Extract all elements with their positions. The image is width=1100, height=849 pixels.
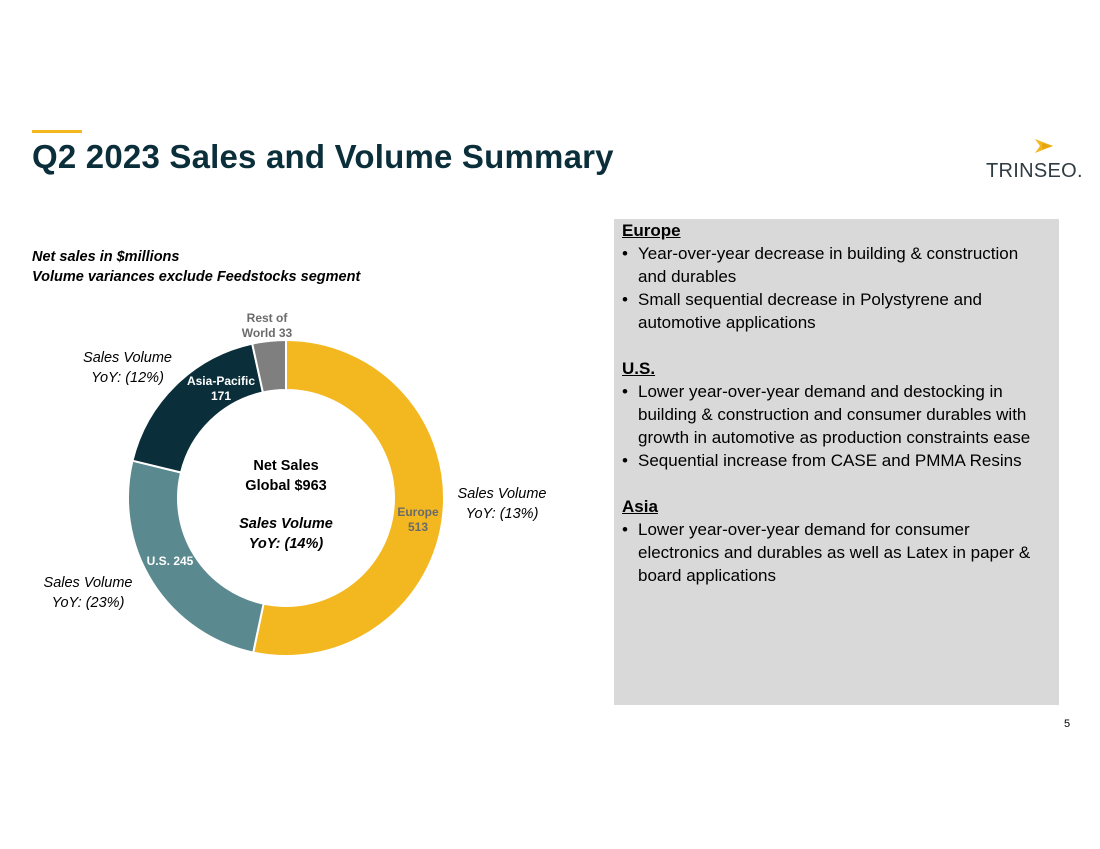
slice-data-label: U.S. 245: [147, 554, 194, 568]
bullet-item: Small sequential decrease in Polystyrene…: [622, 288, 1051, 334]
region-us: U.S. Lower year-over-year demand and des…: [622, 357, 1051, 472]
region-europe: Europe Year-over-year decrease in buildi…: [622, 219, 1051, 334]
region-heading-asia: Asia: [622, 497, 658, 516]
bullet-item: Lower year-over-year demand and destocki…: [622, 380, 1051, 449]
regional-commentary-panel: Europe Year-over-year decrease in buildi…: [614, 219, 1059, 705]
center-label-volume: Sales Volume: [239, 516, 333, 532]
yoy-annotation-asia-pacific: Sales Volume YoY: (12%): [83, 350, 172, 386]
yoy-annotation-us: Sales Volume YoY: (23%): [43, 575, 133, 611]
bullet-item: Sequential increase from CASE and PMMA R…: [622, 449, 1051, 472]
donut-slice-u-s: [127, 459, 265, 654]
logo-text: TRINSEO.: [986, 160, 1083, 182]
bullet-list-asia: Lower year-over-year demand for consumer…: [622, 518, 1051, 587]
slice-data-label: 513: [408, 520, 428, 534]
yoy-annotation-europe: Sales Volume YoY: (13%): [457, 486, 547, 522]
slice-data-label: 171: [211, 389, 231, 403]
slice-data-label: World 33: [242, 326, 293, 340]
slice-data-label: Europe: [397, 505, 439, 519]
donut-slice-europe: [252, 338, 445, 657]
region-heading-us: U.S.: [622, 359, 656, 378]
page-number: 5: [1064, 718, 1071, 730]
bullet-item: Year-over-year decrease in building & co…: [622, 242, 1051, 288]
bullet-list-europe: Year-over-year decrease in building & co…: [622, 242, 1051, 334]
subtitle-line-1: Net sales in $millions: [32, 249, 180, 265]
bullet-list-us: Lower year-over-year demand and destocki…: [622, 380, 1051, 472]
donut-slices: [127, 338, 445, 657]
center-label-volume-yoy: YoY: (14%): [249, 536, 324, 552]
bullet-item: Lower year-over-year demand for consumer…: [622, 518, 1051, 587]
region-heading-europe: Europe: [622, 221, 681, 240]
title-accent-line: [32, 130, 82, 133]
chart-subtitle: Net sales in $millions Volume variances …: [32, 247, 360, 287]
trinseo-logo: TRINSEO.: [984, 136, 1084, 186]
center-label-global-total: Global $963: [245, 478, 326, 494]
region-asia: Asia Lower year-over-year demand for con…: [622, 495, 1051, 587]
subtitle-line-2: Volume variances exclude Feedstocks segm…: [32, 269, 361, 285]
slice-data-label: Rest of: [247, 311, 289, 325]
donut-slice-rest-of-world: [251, 338, 287, 394]
slice-data-label: Asia-Pacific: [187, 374, 255, 388]
center-label-net-sales: Net Sales: [253, 458, 318, 474]
page-title: Q2 2023 Sales and Volume Summary: [32, 138, 614, 175]
logo-mark-icon: [1035, 139, 1053, 153]
